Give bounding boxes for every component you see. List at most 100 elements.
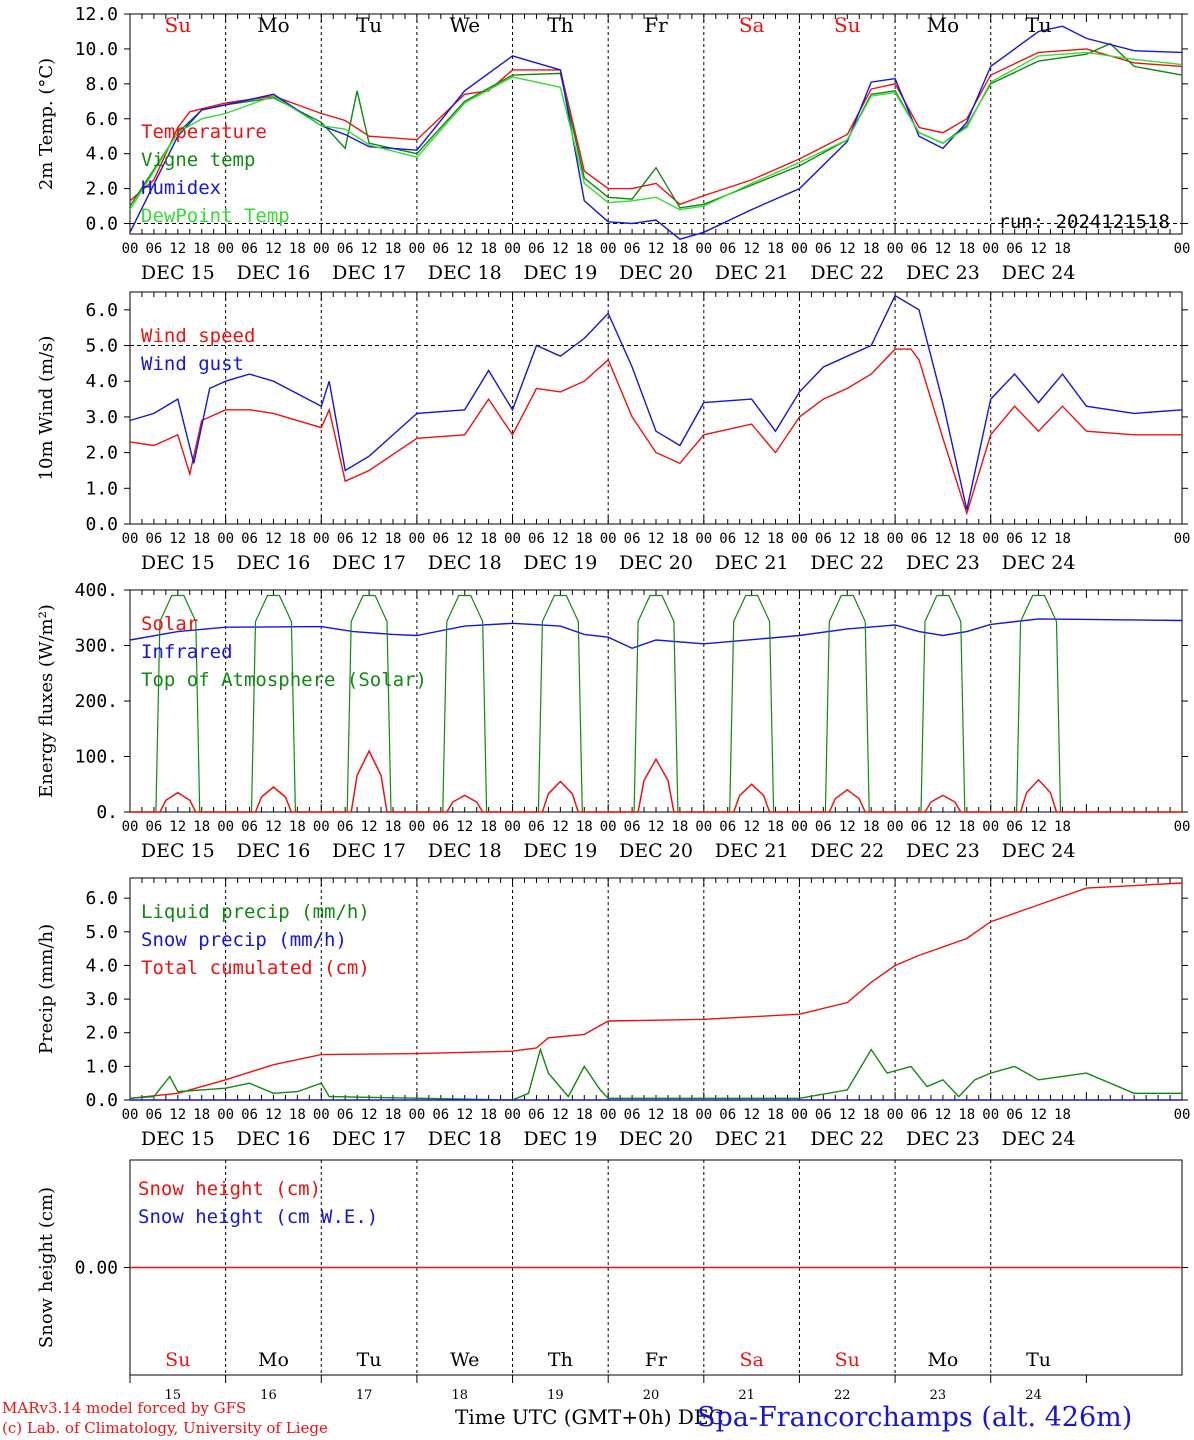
y-tick-label: 5.0 (85, 922, 118, 943)
hour-label: 00 (887, 1107, 904, 1123)
hour-label: 00 (217, 531, 234, 547)
day-number: 21 (738, 1388, 755, 1403)
hour-label: 00 (504, 819, 521, 835)
weekday-top: Tu (1025, 13, 1051, 37)
hour-label: 06 (145, 819, 162, 835)
hour-label: 12 (169, 1107, 186, 1123)
hour-label: 00 (122, 241, 139, 257)
legend-1: Wind speed (141, 325, 255, 347)
hour-label: 12 (456, 1107, 473, 1123)
date-label: DEC 18 (428, 1128, 502, 1150)
hour-label: 18 (576, 819, 593, 835)
y-axis-title: Precip (mm/h) (36, 924, 57, 1054)
hour-label: 06 (337, 819, 354, 835)
hour-label: 06 (719, 531, 736, 547)
hour-label: 06 (1006, 241, 1023, 257)
hour-label: 06 (1006, 531, 1023, 547)
hour-label: 06 (241, 819, 258, 835)
date-label: DEC 24 (1002, 262, 1076, 284)
hour-label: 18 (767, 1107, 784, 1123)
date-label: DEC 23 (906, 262, 980, 284)
y-tick-label: 5.0 (85, 336, 118, 357)
hour-label: 18 (767, 819, 784, 835)
date-label: DEC 16 (237, 262, 311, 284)
y-tick-label: 1.0 (85, 478, 118, 499)
hour-label: 00 (1174, 819, 1191, 835)
weekday-bottom: Su (165, 1349, 190, 1371)
hour-label: 18 (480, 819, 497, 835)
hour-label: 06 (337, 1107, 354, 1123)
hour-label: 00 (1174, 1107, 1191, 1123)
date-label: DEC 15 (141, 262, 215, 284)
hour-label: 12 (456, 241, 473, 257)
hour-label: 18 (863, 1107, 880, 1123)
y-tick-label: 0.0 (85, 514, 118, 535)
weekday-top: Mo (257, 13, 290, 37)
weekday-bottom: Mo (258, 1349, 289, 1371)
hour-label: 06 (337, 531, 354, 547)
y-tick-label: 8.0 (85, 74, 118, 95)
hour-label: 18 (576, 241, 593, 257)
hour-label: 12 (265, 531, 282, 547)
footer-model: MARv3.14 model forced by GFS (2, 1399, 247, 1417)
day-number: 15 (165, 1388, 182, 1403)
hour-label: 06 (815, 1107, 832, 1123)
y-tick-label: 100. (75, 747, 118, 768)
run-label: run: 2024121518 (998, 211, 1170, 233)
series-total-cumulated-cm- (129, 882, 1183, 1099)
legend-2: Wind gust (141, 353, 244, 375)
y-tick-label: 0. (96, 802, 118, 823)
date-label: DEC 24 (1002, 1128, 1076, 1150)
day-number: 22 (834, 1388, 851, 1403)
day-number: 18 (451, 1388, 468, 1403)
hour-label: 06 (432, 1107, 449, 1123)
date-label: DEC 21 (715, 840, 789, 862)
y-tick-label: 4.0 (85, 371, 118, 392)
weekday-bottom: Th (548, 1349, 573, 1371)
hour-label: 00 (695, 1107, 712, 1123)
y-tick-label: 2.0 (85, 443, 118, 464)
hour-label: 12 (839, 819, 856, 835)
date-label: DEC 19 (523, 552, 597, 574)
hour-label: 06 (145, 241, 162, 257)
y-tick-label: 3.0 (85, 407, 118, 428)
y-axis-title: 2m Temp. (°C) (36, 58, 57, 190)
legend-2: Vigne temp (141, 149, 255, 171)
hour-label: 18 (958, 1107, 975, 1123)
hour-label: 00 (600, 819, 617, 835)
hour-label: 00 (791, 531, 808, 547)
y-tick-label: 10.0 (75, 39, 118, 60)
hour-label: 00 (408, 531, 425, 547)
hour-label: 12 (265, 1107, 282, 1123)
hour-label: 12 (839, 241, 856, 257)
hour-label: 12 (743, 819, 760, 835)
hour-label: 12 (743, 1107, 760, 1123)
hour-label: 12 (361, 819, 378, 835)
panel-frame (129, 589, 1183, 813)
y-tick-label: 6.0 (85, 300, 118, 321)
y-tick-label: 4.0 (85, 144, 118, 165)
date-label: DEC 19 (523, 840, 597, 862)
y-tick-label: 0.0 (85, 214, 118, 235)
hour-label: 00 (504, 531, 521, 547)
hour-label: 12 (361, 531, 378, 547)
hour-label: 06 (624, 241, 641, 257)
legend-3: Humidex (141, 177, 221, 199)
hour-label: 06 (815, 531, 832, 547)
weekday-bottom: Fr (645, 1349, 668, 1371)
hour-label: 18 (671, 531, 688, 547)
y-axis-title: 10m Wind (m/s) (36, 336, 57, 481)
hour-label: 06 (719, 819, 736, 835)
hour-label: 06 (528, 1107, 545, 1123)
station-title: Spa-Francorchamps (alt. 426m) (697, 1402, 1133, 1433)
date-label: DEC 24 (1002, 840, 1076, 862)
y-tick-label: 400. (75, 580, 118, 601)
hour-label: 18 (193, 1107, 210, 1123)
hour-label: 06 (1006, 819, 1023, 835)
panel-3: 0. 100. 200. 300. 400. Energy fluxes (W/m²) So… (36, 580, 1190, 862)
hour-label: 18 (1054, 819, 1071, 835)
hour-label: 18 (289, 531, 306, 547)
hour-label: 12 (1030, 241, 1047, 257)
hour-label: 18 (576, 1107, 593, 1123)
